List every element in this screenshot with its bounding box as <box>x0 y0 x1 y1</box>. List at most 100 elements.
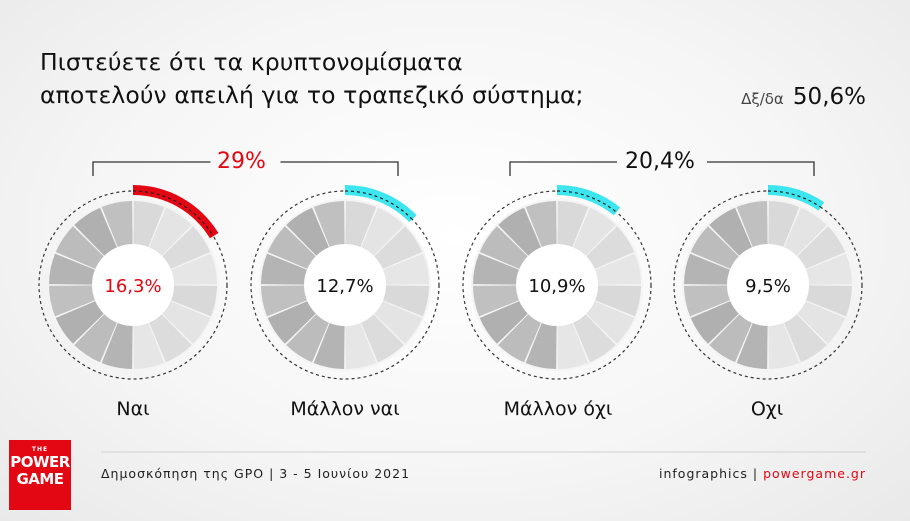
donut-segment <box>690 300 740 344</box>
no-answer-stat: Δξ/δα 50,6% <box>741 84 866 110</box>
footer-credit-prefix: infographics | <box>659 466 764 481</box>
donut-value-arc-dash <box>556 190 617 213</box>
group-bracket <box>509 161 815 176</box>
donut-segment <box>286 207 330 257</box>
donut-segment <box>783 207 827 257</box>
donut-center <box>727 244 809 326</box>
logo-line-2: POWER <box>10 453 70 471</box>
donut-segment <box>709 313 753 363</box>
group-total-no: 20,4% <box>625 149 695 174</box>
donut-segment <box>557 322 589 369</box>
donut-segment <box>148 207 192 257</box>
donut-segment <box>690 226 740 270</box>
donut-segment <box>133 201 165 248</box>
footer-site-link[interactable]: powergame.gr <box>763 466 866 481</box>
donut-segment <box>55 226 105 270</box>
donut-segment <box>101 322 133 369</box>
donut-segment <box>148 313 192 363</box>
no-answer-label: Δξ/δα <box>741 90 784 108</box>
chart-title-line-1: Πιστεύετε ότι τα κρυπτονομίσματα <box>40 48 463 76</box>
category-label: Ναι <box>116 398 150 420</box>
donut-segment <box>479 300 529 344</box>
donut-value-arc <box>345 185 417 223</box>
donut-segment <box>267 300 317 344</box>
donut-segment <box>74 207 118 257</box>
donut-segment <box>55 300 105 344</box>
chart-title: Πιστεύετε ότι τα κρυπτονομίσματα αποτελο… <box>40 46 584 112</box>
donut-segment <box>473 253 520 285</box>
donut-segment <box>684 285 731 317</box>
donut-value-label: 9,5% <box>745 276 791 297</box>
donut-segment <box>709 207 753 257</box>
footer-source: Δημοσκόπηση της GPO | 3 - 5 Ιουνίου 2021 <box>101 466 411 481</box>
donut-segment <box>313 201 345 248</box>
donut-value-arc-dash <box>344 190 413 220</box>
group-total-yes: 29% <box>217 149 266 174</box>
power-game-logo: THE POWER GAME <box>9 440 71 510</box>
donut-segment <box>345 322 377 369</box>
donut-segment <box>261 285 308 317</box>
chart-title-line-2: αποτελούν απειλή για το τραπεζικό σύστημ… <box>40 81 584 109</box>
donut-segment <box>373 226 423 270</box>
donut-segment <box>101 201 133 248</box>
donut-segment <box>498 207 542 257</box>
category-label: Οχι <box>750 398 784 420</box>
donut-segment <box>498 313 542 363</box>
donut-segment <box>796 226 846 270</box>
donut-segment <box>382 253 429 285</box>
donut-value-arc <box>557 185 621 216</box>
donut-segment <box>49 253 96 285</box>
donut-segment <box>373 300 423 344</box>
donut-segment <box>768 322 800 369</box>
donut-dashed-ring <box>673 190 863 380</box>
group-bracket <box>92 161 399 176</box>
donut-center <box>516 244 598 326</box>
donut-segment <box>360 207 404 257</box>
donut-segment <box>585 226 635 270</box>
donut-segment <box>286 313 330 363</box>
donut-dashed-ring <box>38 190 228 380</box>
donut-center <box>304 244 386 326</box>
donut-segment <box>796 300 846 344</box>
donut-segment <box>74 313 118 363</box>
donut-segment <box>382 285 429 317</box>
donut-segment <box>261 253 308 285</box>
donut-segment <box>161 226 211 270</box>
donut-segment <box>783 313 827 363</box>
donut-segment <box>805 253 852 285</box>
donut-segment <box>360 313 404 363</box>
donut-value-label: 12,7% <box>316 276 373 297</box>
footer-credit: infographics | powergame.gr <box>659 466 866 481</box>
logo-line-1: THE <box>31 446 49 453</box>
donut-segment <box>525 322 557 369</box>
donut-segment <box>170 285 217 317</box>
donut-segment <box>49 285 96 317</box>
category-label: Μάλλον όχι <box>503 398 613 420</box>
donut-segment <box>525 201 557 248</box>
logo-line-3: GAME <box>16 470 64 488</box>
donut-value-arc-dash <box>132 190 214 237</box>
donut-segment <box>594 285 641 317</box>
donut-value-label: 10,9% <box>528 276 585 297</box>
donut-segment <box>768 201 800 248</box>
donut-segment <box>133 322 165 369</box>
donut-segment <box>572 207 616 257</box>
donut-segment <box>572 313 616 363</box>
category-label: Μάλλον ναι <box>290 398 400 420</box>
donut-dashed-ring <box>250 190 440 380</box>
donut-segment <box>805 285 852 317</box>
donut-segment <box>267 226 317 270</box>
donut-segment <box>170 253 217 285</box>
donut-segment <box>479 226 529 270</box>
donut-segment <box>594 253 641 285</box>
donut-segment <box>736 322 768 369</box>
donut-segment <box>473 285 520 317</box>
donut-segment <box>684 253 731 285</box>
donut-segment <box>161 300 211 344</box>
donut-value-arc <box>133 185 219 239</box>
donut-segment <box>313 322 345 369</box>
donut-center <box>92 244 174 326</box>
donut-segment <box>585 300 635 344</box>
donut-segment <box>557 201 589 248</box>
